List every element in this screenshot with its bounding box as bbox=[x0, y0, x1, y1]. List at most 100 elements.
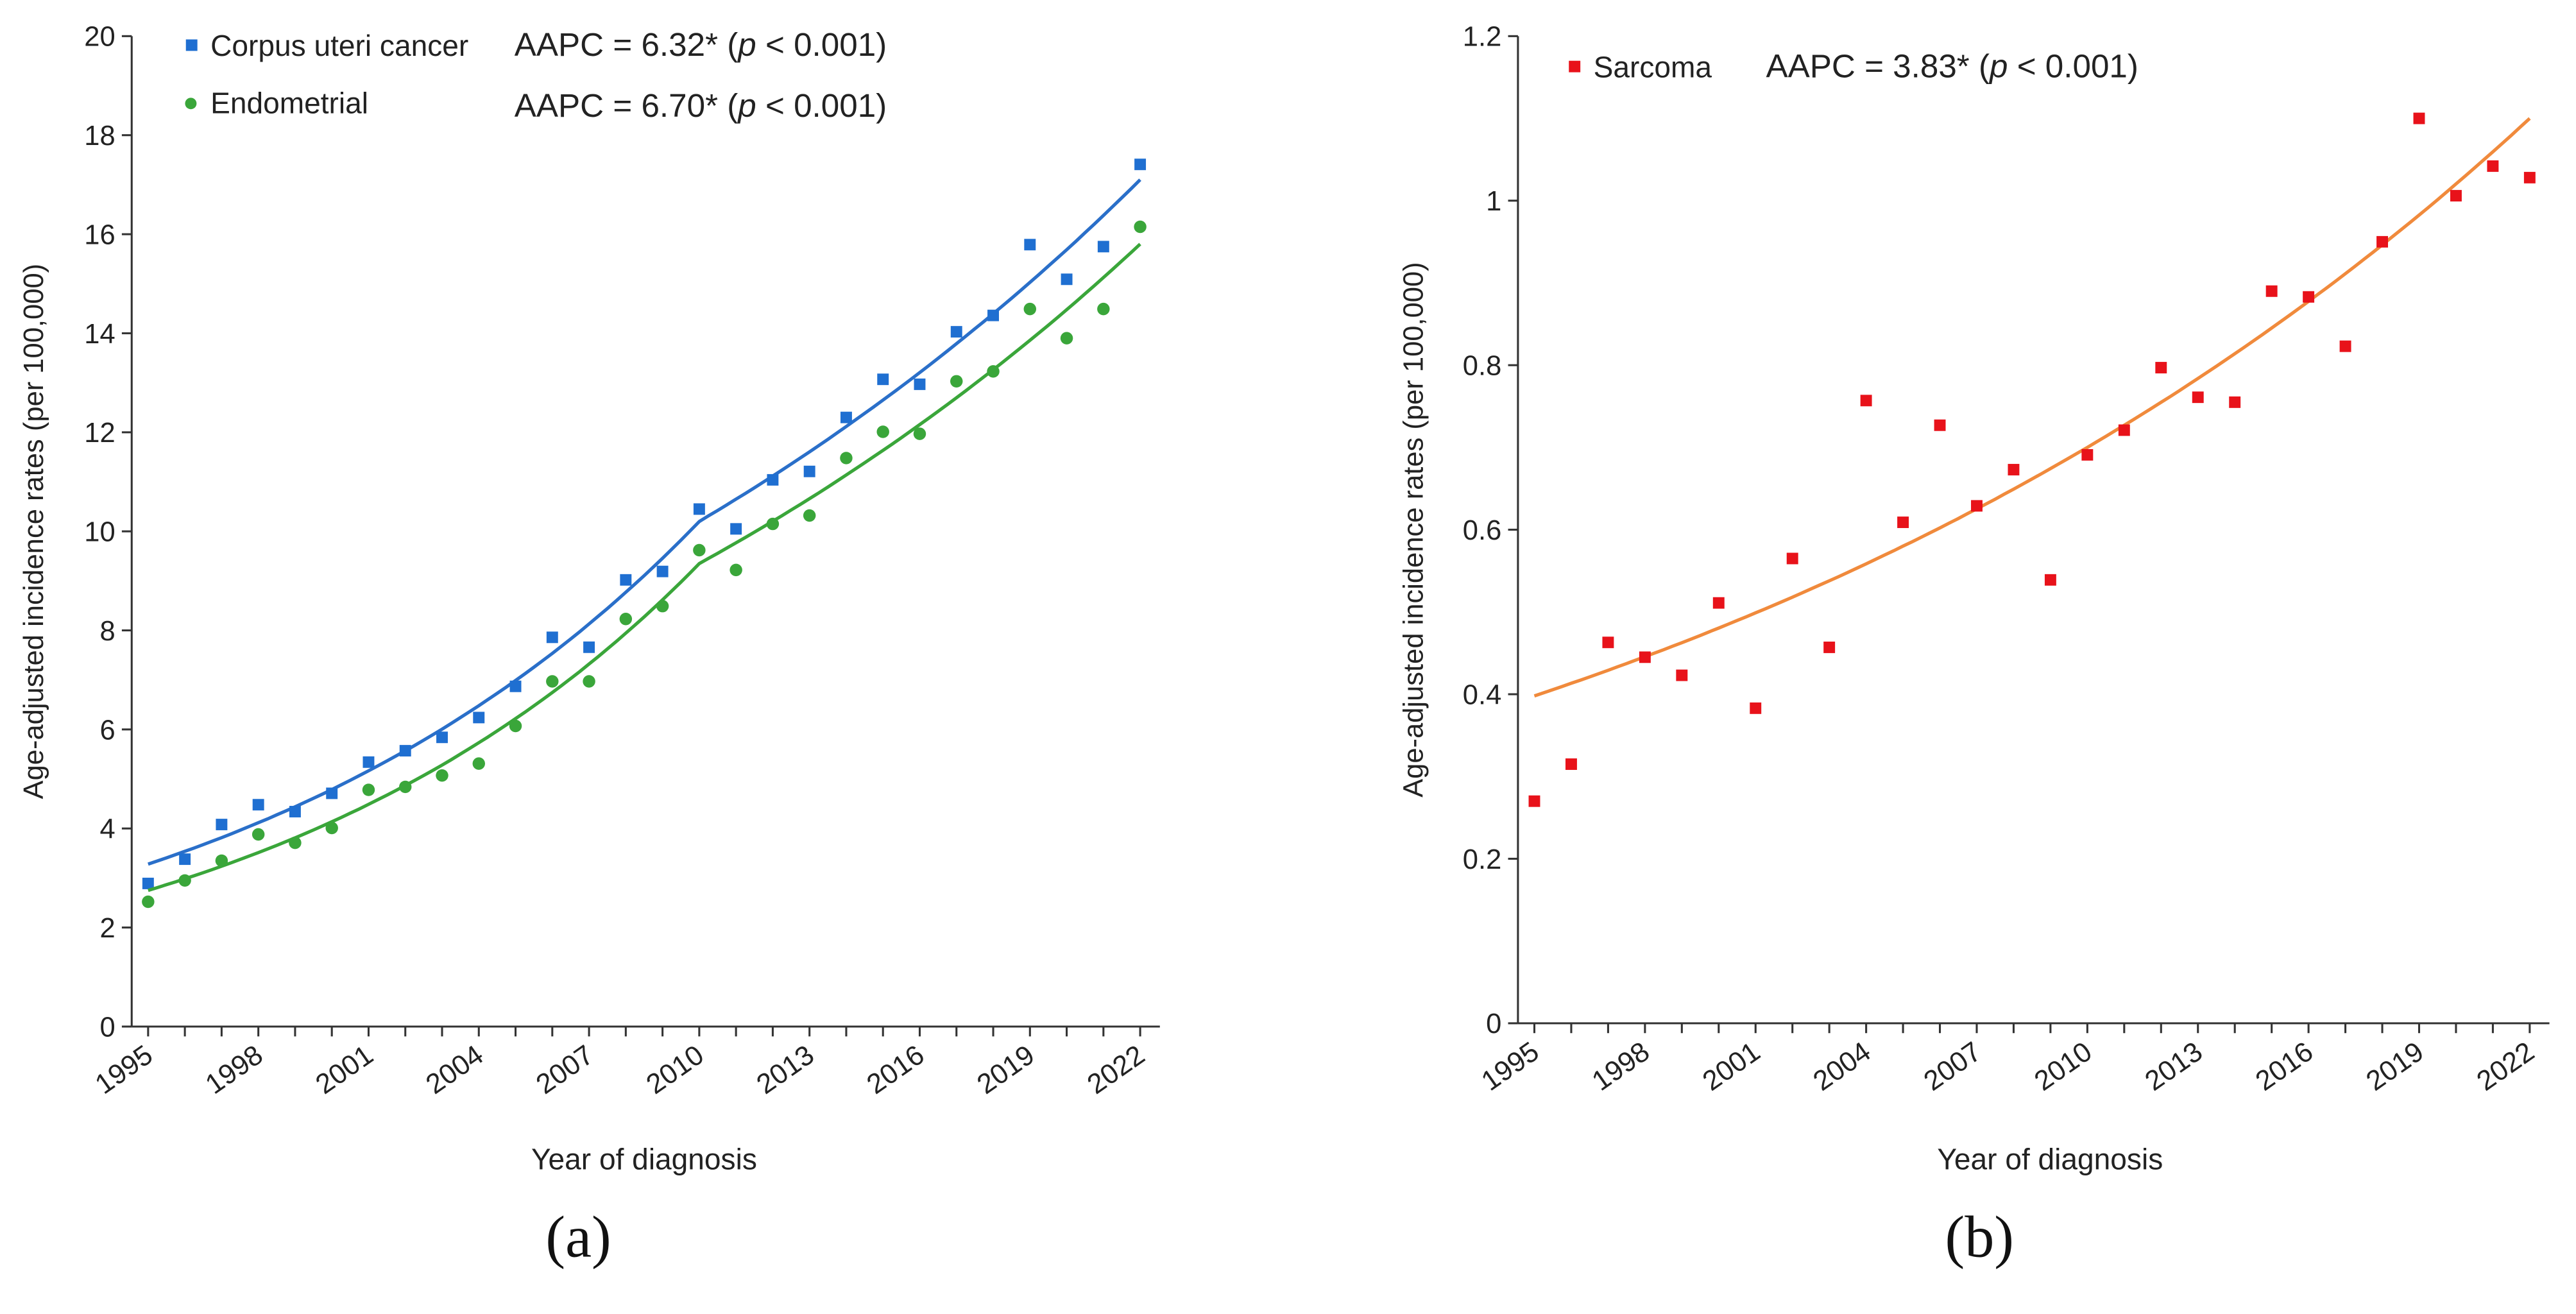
y-tick-label: 20 bbox=[84, 22, 115, 53]
data-point bbox=[546, 675, 559, 688]
x-axis-label: Year of diagnosis bbox=[531, 1143, 757, 1176]
data-point bbox=[1712, 597, 1725, 609]
data-point bbox=[362, 783, 375, 796]
data-point bbox=[2339, 340, 2351, 352]
data-point bbox=[656, 599, 669, 613]
y-tick-label: 0.6 bbox=[1463, 515, 1502, 546]
x-tick-label: 2004 bbox=[420, 1039, 489, 1100]
data-point bbox=[2413, 112, 2425, 124]
fit-line-0 bbox=[148, 178, 1141, 866]
data-point bbox=[2376, 235, 2388, 248]
x-tick-label: 2013 bbox=[2140, 1036, 2208, 1097]
y-axis-label: Age-adjusted incidence rates (per 100,00… bbox=[19, 264, 49, 799]
data-point bbox=[620, 574, 632, 586]
data-point bbox=[767, 474, 779, 486]
data-point bbox=[178, 874, 191, 887]
y-tick-label: 0 bbox=[1486, 1009, 1501, 1039]
legend-marker bbox=[185, 98, 197, 110]
data-point bbox=[914, 378, 926, 390]
y-tick-label: 1 bbox=[1486, 186, 1501, 217]
data-point bbox=[1097, 241, 1109, 253]
y-tick-label: 12 bbox=[84, 418, 115, 448]
data-point bbox=[509, 719, 522, 733]
data-point bbox=[987, 365, 1000, 378]
data-point bbox=[656, 565, 669, 577]
y-tick-label: 2 bbox=[99, 913, 115, 944]
x-tick-label: 2007 bbox=[1918, 1036, 1987, 1097]
y-tick-label: 8 bbox=[99, 616, 115, 647]
data-point bbox=[1897, 516, 1909, 529]
data-point bbox=[142, 895, 155, 909]
x-tick-label: 2019 bbox=[971, 1039, 1040, 1100]
data-point bbox=[1750, 702, 1762, 714]
data-point bbox=[215, 854, 228, 867]
aapc-p: p bbox=[737, 87, 756, 124]
data-point bbox=[1097, 302, 1110, 316]
data-point bbox=[2008, 464, 2020, 475]
data-point bbox=[987, 309, 999, 321]
data-point bbox=[1676, 669, 1688, 681]
legend-label: Corpus uteri cancer bbox=[210, 29, 468, 62]
data-point bbox=[1971, 500, 1983, 512]
data-point bbox=[1061, 273, 1073, 286]
data-point bbox=[583, 641, 595, 653]
y-tick-label: 6 bbox=[99, 715, 115, 746]
aapc-p: p bbox=[1988, 47, 2008, 84]
panel-label: (a) bbox=[545, 1204, 611, 1269]
aapc-annotation: AAPC = 6.32* (p < 0.001) bbox=[515, 26, 887, 63]
aapc-value: AAPC = 3.83* ( bbox=[1766, 47, 1990, 84]
y-tick-label: 16 bbox=[84, 219, 115, 250]
data-point bbox=[1060, 332, 1073, 345]
data-point bbox=[399, 780, 412, 794]
y-tick-label: 0.4 bbox=[1463, 679, 1502, 710]
data-point bbox=[252, 828, 265, 841]
data-point bbox=[766, 517, 780, 531]
data-point bbox=[1786, 552, 1798, 565]
data-point bbox=[473, 712, 485, 724]
x-tick-label: 1998 bbox=[1587, 1036, 1655, 1097]
data-point bbox=[1528, 795, 1540, 807]
data-point bbox=[142, 877, 154, 889]
data-point bbox=[1934, 419, 1946, 431]
data-point bbox=[399, 745, 411, 757]
y-tick-label: 4 bbox=[99, 814, 115, 845]
data-point bbox=[1860, 395, 1872, 407]
y-tick-label: 10 bbox=[84, 517, 115, 548]
aapc-p-value: < 0.001) bbox=[756, 87, 887, 124]
data-point bbox=[2303, 291, 2315, 303]
legend-marker bbox=[1569, 60, 1581, 73]
y-axis-label: Age-adjusted incidence rates (per 100,00… bbox=[1398, 262, 1429, 798]
data-point bbox=[289, 806, 301, 817]
x-tick-label: 2010 bbox=[641, 1039, 710, 1100]
data-point bbox=[179, 853, 191, 866]
aapc-value: AAPC = 6.32* ( bbox=[515, 26, 738, 63]
y-tick-label: 18 bbox=[84, 121, 115, 151]
data-point bbox=[950, 375, 963, 388]
x-tick-label: 2019 bbox=[2361, 1036, 2430, 1097]
data-point bbox=[1823, 641, 1836, 653]
data-point bbox=[436, 769, 448, 782]
x-tick-label: 1995 bbox=[1476, 1036, 1545, 1097]
legend-marker bbox=[185, 39, 198, 51]
y-tick-label: 14 bbox=[84, 319, 115, 350]
data-point bbox=[693, 503, 705, 515]
fit-line-0 bbox=[1533, 117, 2531, 698]
x-tick-label: 1995 bbox=[90, 1039, 158, 1100]
x-tick-label: 1998 bbox=[200, 1039, 269, 1100]
y-tick-label: 1.2 bbox=[1463, 22, 1502, 53]
data-point bbox=[2192, 391, 2204, 404]
data-point bbox=[803, 465, 815, 477]
data-point bbox=[325, 821, 338, 835]
aapc-annotation: AAPC = 6.70* (p < 0.001) bbox=[515, 87, 887, 124]
data-point bbox=[252, 799, 264, 811]
x-axis-label: Year of diagnosis bbox=[1937, 1143, 2163, 1176]
data-point bbox=[2523, 171, 2536, 183]
data-point bbox=[2450, 190, 2462, 202]
data-point bbox=[619, 613, 633, 626]
chart-panel-b: 0 0.2 0.4 0.6 0.8 1 1.2 1995 1998 2001 2004 2007 201… bbox=[1398, 22, 2550, 1269]
data-point bbox=[730, 523, 742, 535]
data-point bbox=[363, 756, 375, 768]
x-tick-label: 2001 bbox=[1697, 1036, 1766, 1097]
data-point bbox=[693, 543, 706, 557]
